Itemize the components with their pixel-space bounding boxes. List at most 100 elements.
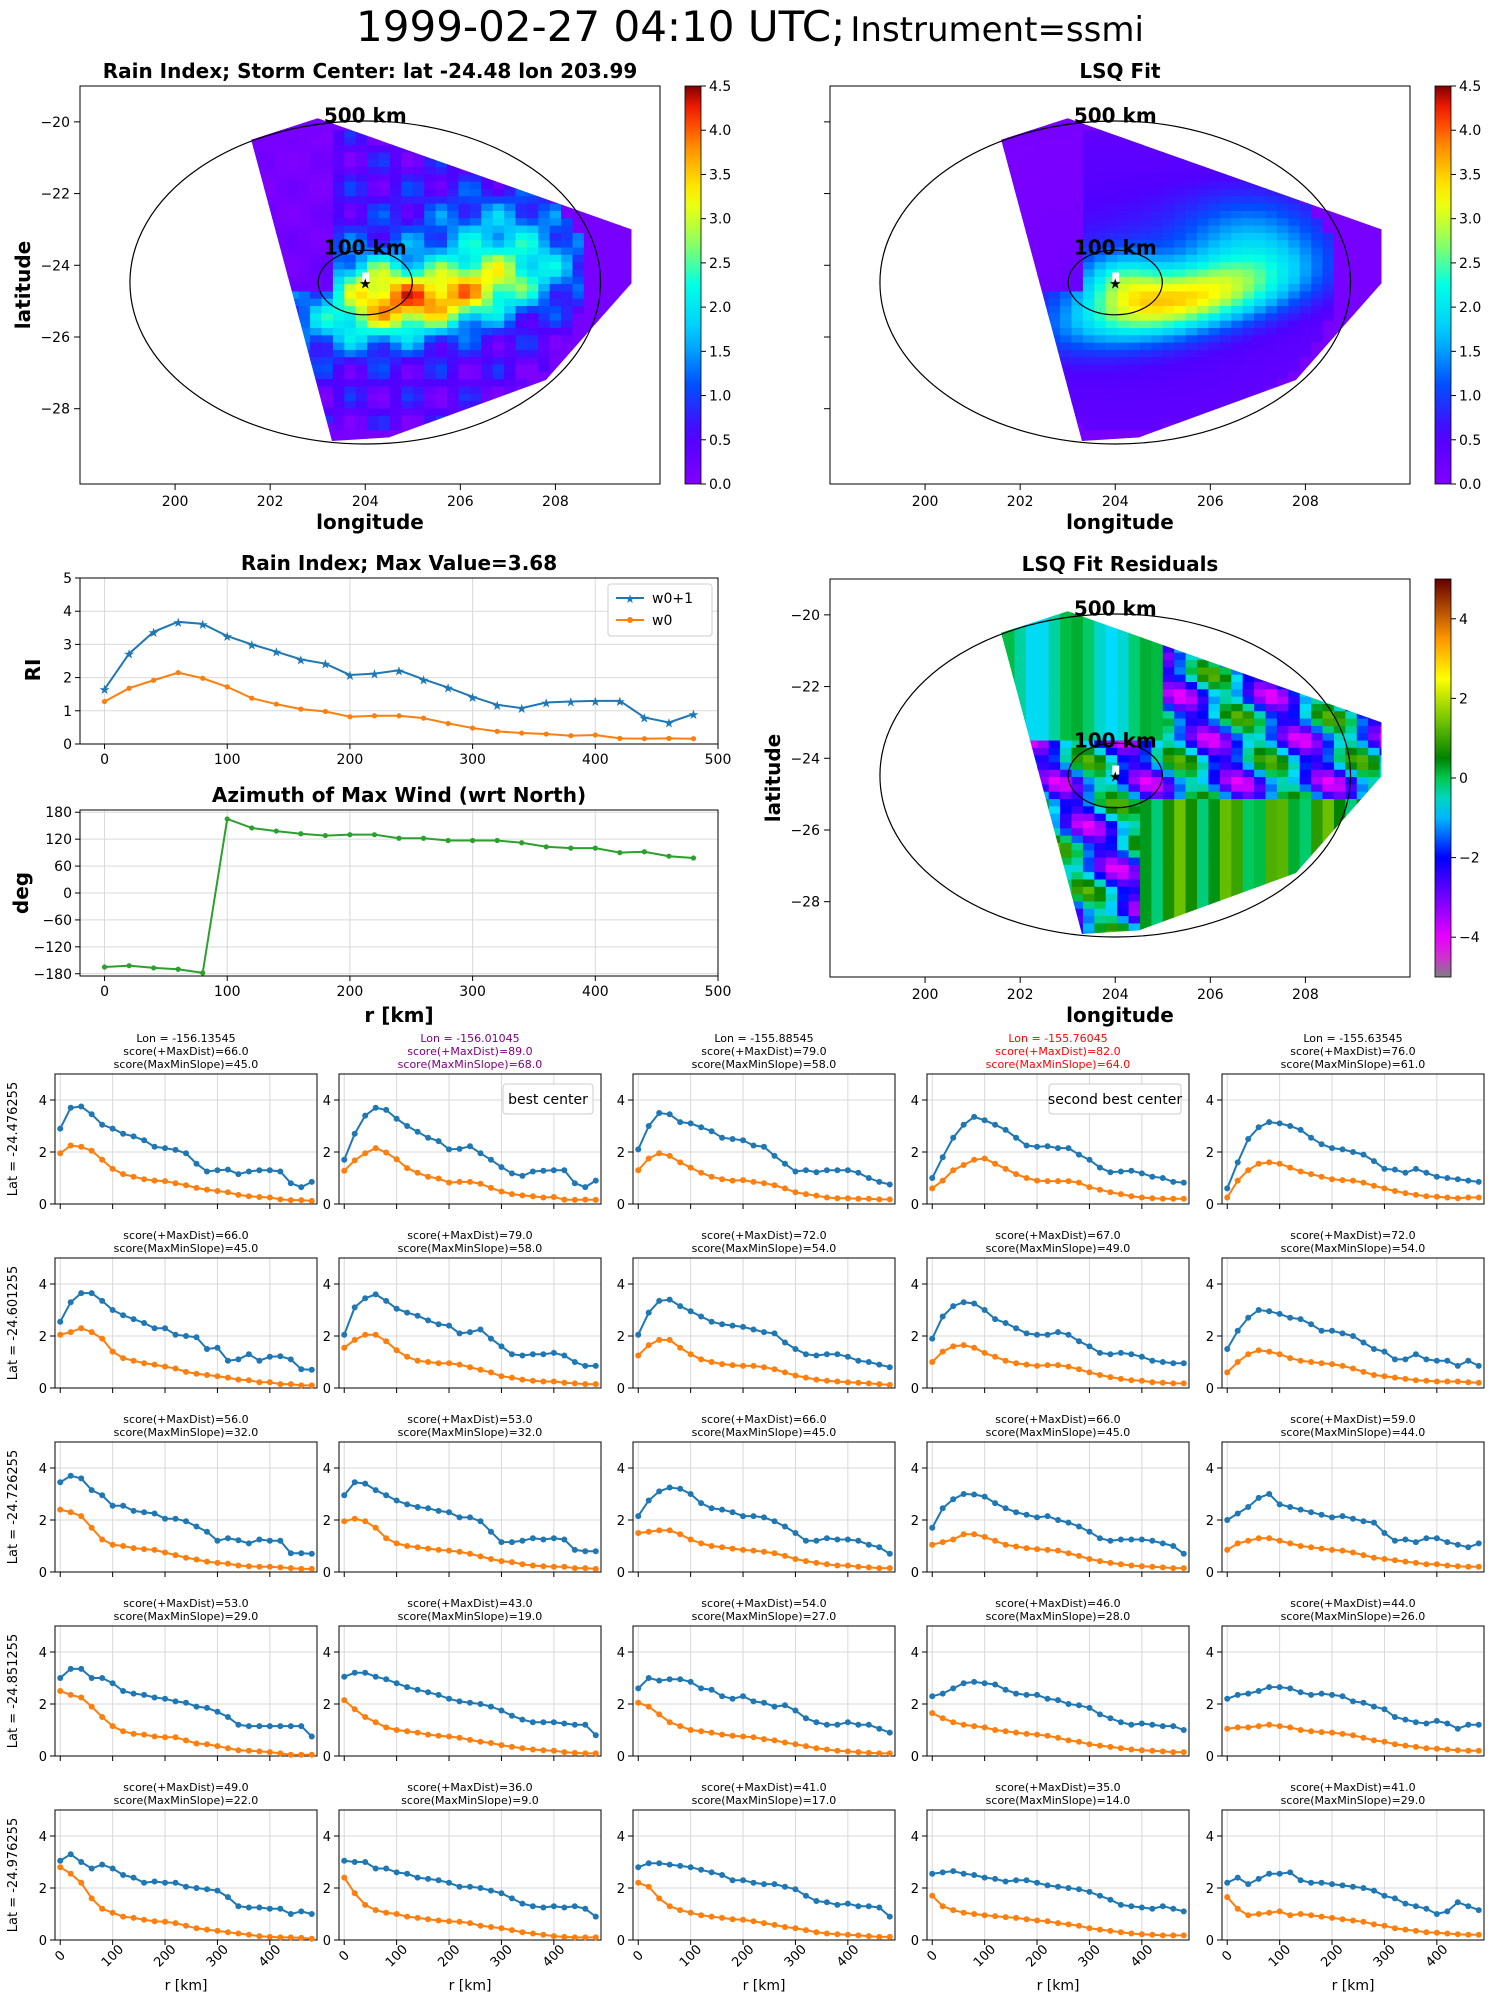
w0-point: [99, 1536, 106, 1543]
axes-frame: [54, 1441, 318, 1573]
w0-point: [592, 1934, 599, 1941]
axes-frame: [338, 1809, 602, 1941]
x-tick-label: 200: [337, 984, 364, 1000]
w0-point: [322, 708, 328, 715]
w0p1-point: ★: [148, 626, 160, 641]
y-tick-label: 180: [45, 805, 72, 821]
w0p1-point: [698, 1124, 705, 1131]
w0-point: [508, 1374, 515, 1381]
w0-point: [519, 1929, 526, 1936]
w0p1-point: [729, 1509, 736, 1516]
azimuth-point: [200, 970, 206, 976]
w0p1-point: [341, 1331, 348, 1338]
w0p1-point: [467, 1143, 473, 1150]
w0-point: [960, 1721, 967, 1728]
w0-point: [162, 1549, 169, 1556]
w0p1-point: ★: [270, 646, 282, 661]
w0p1-point: [487, 1335, 494, 1342]
y-tick-label: 2: [39, 1698, 47, 1713]
w0p1-point: [1360, 1339, 1367, 1346]
w0-point: [362, 1714, 369, 1720]
w0p1-point: [834, 1351, 841, 1358]
w0p1-point: [1065, 1885, 1072, 1891]
w0p1-point: [1044, 1143, 1051, 1150]
w0-point: [425, 1173, 432, 1180]
w0p1-point: [224, 1714, 231, 1720]
w0p1-point: [855, 1537, 862, 1544]
w0-point: [1454, 1747, 1461, 1754]
w0-point: [1180, 1749, 1187, 1756]
w0p1-point: [1224, 1695, 1231, 1702]
w0-point: [183, 1368, 189, 1375]
w0-point: [414, 1914, 421, 1921]
y-tick-label: 2: [39, 1330, 47, 1345]
w0-point: [130, 1730, 137, 1737]
w0p1-point: [1454, 1899, 1461, 1906]
w0-point: [120, 1728, 127, 1735]
w0-point: [740, 1916, 747, 1923]
w0-point: [1370, 1921, 1377, 1928]
w0p1-point: [1055, 1329, 1061, 1336]
w0p1-point: [950, 1303, 957, 1310]
w0-point: [1423, 1929, 1430, 1936]
w0p1-point: [383, 1865, 390, 1872]
w0p1-point: [1117, 1719, 1124, 1726]
w0p1-point: [298, 1550, 305, 1557]
w0p1-point: [383, 1106, 390, 1113]
w0p1-point: [1002, 1320, 1009, 1326]
w0-point: [1245, 1167, 1252, 1174]
w0p1-point: [1350, 1333, 1356, 1339]
x-tick-label: 204: [1102, 494, 1129, 510]
w0-point: [109, 1909, 116, 1916]
w0-point: [1360, 1734, 1367, 1741]
w0p1-point: [561, 1536, 568, 1543]
w0-point: [1423, 1193, 1430, 1200]
y-axis-label: latitude: [11, 241, 35, 329]
w0p1-point: [886, 1364, 893, 1371]
azimuth-point: [347, 832, 353, 838]
colorbar-tick-label: 1.5: [709, 344, 731, 360]
w0p1-point: [1297, 1316, 1304, 1323]
w0-point: [1454, 1563, 1461, 1570]
w0p1-point: [1391, 1166, 1398, 1173]
w0p1-point: [1423, 1356, 1430, 1363]
x-tick-label: 300: [1371, 1942, 1399, 1970]
w0-point: [1149, 1379, 1156, 1386]
w0p1-point: [761, 1329, 767, 1336]
azimuth-point: [445, 837, 451, 844]
w0-point: [771, 1737, 778, 1744]
w0-point: [425, 1916, 432, 1923]
w0-point: [273, 701, 279, 707]
w0-point: [141, 1546, 148, 1553]
w0-point: [203, 1926, 210, 1933]
w0-point: [1255, 1160, 1262, 1167]
w0p1-line: [931, 1680, 1185, 1731]
w0-point: [435, 1360, 442, 1367]
y-tick-label: 2: [39, 1882, 47, 1897]
w0-point: [1350, 1732, 1356, 1739]
w0p1-point: [120, 1688, 127, 1694]
w0p1-point: [1318, 1511, 1325, 1518]
w0-point: [677, 1159, 684, 1166]
w0-point: [467, 1920, 473, 1927]
w0p1-point: [781, 1702, 788, 1709]
w0p1-point: [1075, 1338, 1082, 1345]
w0p1-point: [172, 1698, 179, 1705]
w0-point: [708, 1913, 715, 1920]
w0-point: [1180, 1195, 1187, 1202]
w0-point: [1117, 1191, 1124, 1198]
w0-point: [1381, 1738, 1388, 1745]
w0-point: [277, 1934, 284, 1941]
w0p1-point: [57, 1125, 64, 1132]
w0p1-point: [183, 1333, 189, 1339]
x-tick-label: 200: [729, 1942, 757, 1970]
w0p1-point: [67, 1104, 74, 1111]
w0-point: [519, 1376, 526, 1383]
w0-point: [844, 1195, 851, 1202]
lon-label: Lon = -155.76045: [1008, 1032, 1107, 1045]
w0-point: [886, 1196, 893, 1203]
w0-point: [1381, 1556, 1388, 1562]
w0-point: [1465, 1194, 1472, 1201]
score-slope: score(MaxMinSlope)=14.0: [986, 1794, 1131, 1807]
ring-100km: [317, 249, 413, 316]
